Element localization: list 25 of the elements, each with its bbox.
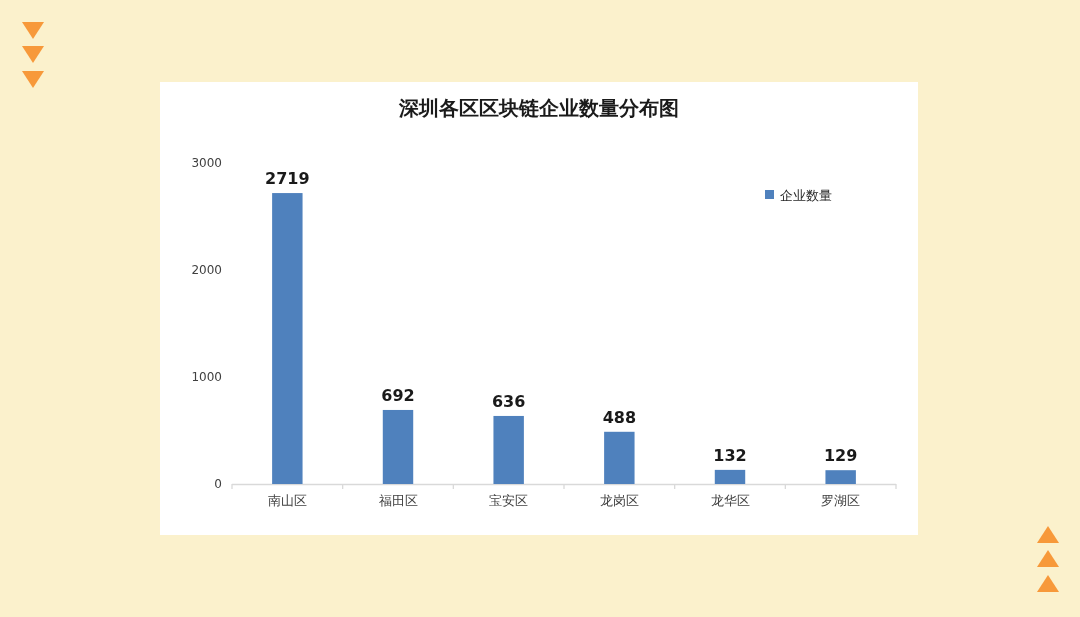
x-tick-label: 宝安区 [489,493,529,508]
data-label: 692 [381,385,415,405]
data-label: 488 [602,407,637,427]
bar [272,193,303,484]
x-tick-label: 龙华区 [710,493,750,508]
legend: 企业数量 [765,187,832,203]
bar [382,409,414,484]
chart-title: 深圳各区区块链企业数量分布图 [398,96,679,120]
bar [493,415,524,484]
y-tick-label: 2000 [191,263,222,277]
x-tick-label: 福田区 [378,493,418,508]
x-tick-label: 龙岗区 [599,493,639,508]
legend-label: 企业数量 [780,187,832,203]
y-tick-label: 0 [214,477,222,491]
data-label: 129 [823,446,858,466]
data-label: 636 [491,391,526,411]
data-label: 132 [713,445,747,465]
bar [714,469,746,484]
bar [604,431,635,484]
bar [825,470,856,484]
y-tick-label: 3000 [191,156,222,170]
data-label: 2719 [265,169,310,189]
x-tick-label: 罗湖区 [821,493,861,508]
x-tick-label: 南山区 [267,493,307,508]
y-tick-label: 1000 [191,370,222,384]
